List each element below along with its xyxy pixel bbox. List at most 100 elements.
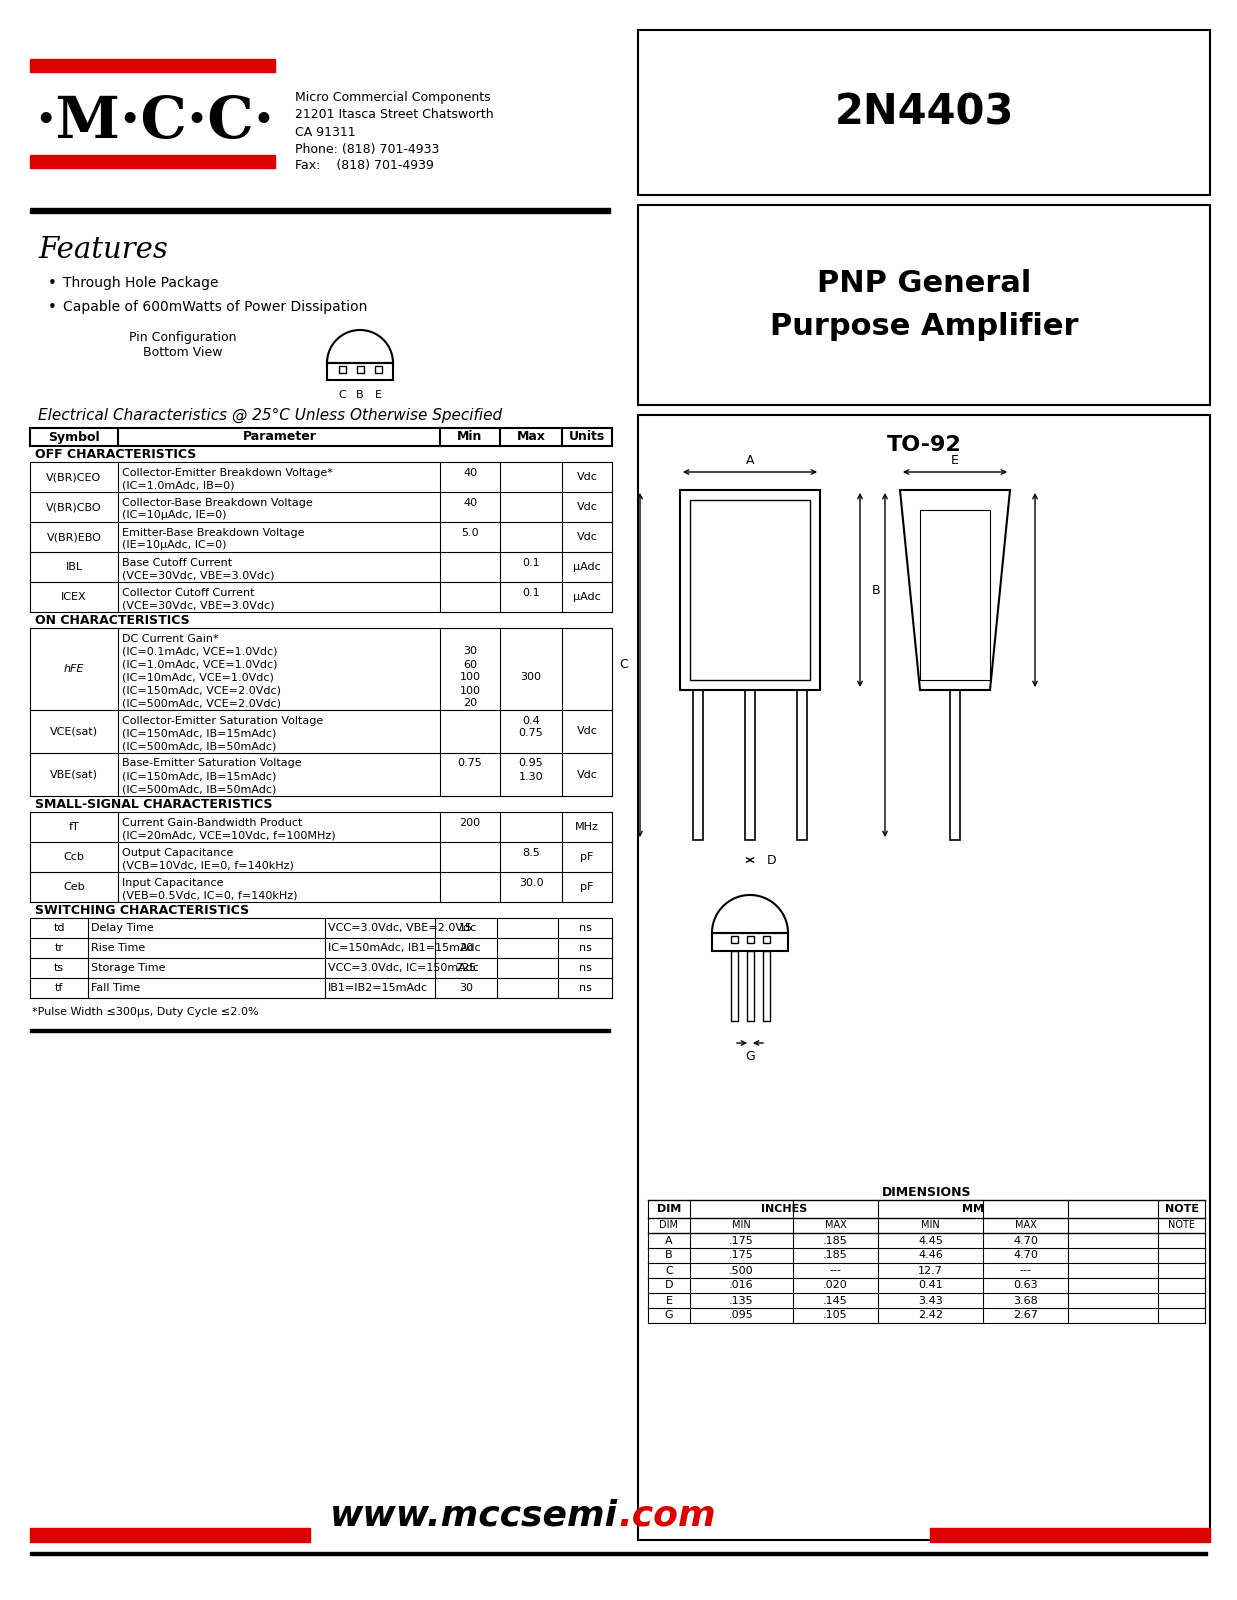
Text: (IC=500mAdc, IB=50mAdc): (IC=500mAdc, IB=50mAdc): [122, 741, 276, 752]
Text: E: E: [375, 390, 381, 400]
Text: A: A: [666, 1235, 673, 1245]
Text: Electrical Characteristics @ 25°C Unless Otherwise Specified: Electrical Characteristics @ 25°C Unless…: [38, 408, 502, 422]
Text: INCHES: INCHES: [761, 1203, 807, 1214]
Text: TO-92: TO-92: [887, 435, 961, 454]
Text: Capable of 600mWatts of Power Dissipation: Capable of 600mWatts of Power Dissipatio…: [63, 301, 367, 314]
Text: 1.30: 1.30: [518, 771, 543, 781]
Text: Bottom View: Bottom View: [143, 347, 223, 360]
Text: Collector-Emitter Saturation Voltage: Collector-Emitter Saturation Voltage: [122, 715, 323, 725]
Text: Input Capacitance: Input Capacitance: [122, 877, 224, 888]
Text: ICEX: ICEX: [61, 592, 87, 602]
Text: Vdc: Vdc: [576, 472, 597, 482]
Text: Ceb: Ceb: [63, 882, 85, 893]
Text: .145: .145: [823, 1296, 847, 1306]
Text: fT: fT: [68, 822, 79, 832]
Text: Vdc: Vdc: [576, 726, 597, 736]
Text: Max: Max: [517, 430, 546, 443]
Text: Delay Time: Delay Time: [92, 923, 153, 933]
Text: .500: .500: [729, 1266, 753, 1275]
Text: SWITCHING CHARACTERISTICS: SWITCHING CHARACTERISTICS: [35, 904, 249, 917]
Text: Min: Min: [458, 430, 482, 443]
Bar: [30, 1552, 1207, 1555]
Text: 12.7: 12.7: [918, 1266, 943, 1275]
Text: 3.68: 3.68: [1013, 1296, 1038, 1306]
Bar: [930, 1528, 1210, 1542]
Text: Fax:    (818) 701-4939: Fax: (818) 701-4939: [294, 160, 434, 173]
Text: Units: Units: [569, 430, 605, 443]
Text: MAX: MAX: [1014, 1221, 1037, 1230]
Text: MIN: MIN: [922, 1221, 940, 1230]
Text: 0.1: 0.1: [522, 587, 539, 597]
Text: (IC=500mAdc, IB=50mAdc): (IC=500mAdc, IB=50mAdc): [122, 784, 276, 795]
Text: Current Gain-Bandwidth Product: Current Gain-Bandwidth Product: [122, 818, 302, 827]
Text: IC=150mAdc, IB1=15mAdc: IC=150mAdc, IB1=15mAdc: [328, 942, 481, 954]
Text: ts: ts: [54, 963, 64, 973]
Text: Base-Emitter Saturation Voltage: Base-Emitter Saturation Voltage: [122, 758, 302, 768]
Text: 2N4403: 2N4403: [834, 91, 1014, 133]
Text: ---: ---: [830, 1266, 841, 1275]
Text: Vdc: Vdc: [576, 502, 597, 512]
Text: .175: .175: [729, 1235, 753, 1245]
Text: NOTE: NOTE: [1168, 1221, 1195, 1230]
Text: 40: 40: [463, 498, 477, 507]
Text: 300: 300: [521, 672, 542, 683]
Text: CA 91311: CA 91311: [294, 125, 355, 139]
Bar: [680, 490, 820, 690]
Text: 30.0: 30.0: [518, 877, 543, 888]
Text: 0.75: 0.75: [458, 758, 482, 768]
Text: .185: .185: [823, 1235, 847, 1245]
Text: ns: ns: [579, 942, 591, 954]
Text: (VCE=30Vdc, VBE=3.0Vdc): (VCE=30Vdc, VBE=3.0Vdc): [122, 571, 275, 581]
Text: 0.41: 0.41: [918, 1280, 943, 1291]
Text: 100: 100: [459, 672, 480, 683]
Text: 20: 20: [463, 699, 477, 709]
Text: .com: .com: [618, 1499, 716, 1533]
Text: (IC=150mAdc, VCE=2.0Vdc): (IC=150mAdc, VCE=2.0Vdc): [122, 685, 281, 696]
Text: DIMENSIONS: DIMENSIONS: [882, 1186, 971, 1198]
Text: G: G: [664, 1310, 673, 1320]
Bar: [638, 30, 1210, 195]
Text: (VCE=30Vdc, VBE=3.0Vdc): (VCE=30Vdc, VBE=3.0Vdc): [122, 600, 275, 611]
Text: C: C: [620, 659, 628, 672]
Text: Micro Commercial Components: Micro Commercial Components: [294, 91, 491, 104]
Text: Ccb: Ccb: [63, 851, 84, 862]
Text: 40: 40: [463, 467, 477, 477]
Text: 20: 20: [459, 942, 473, 954]
Text: •: •: [48, 299, 57, 315]
Text: 0.4: 0.4: [522, 715, 539, 725]
Bar: [638, 414, 1210, 1539]
Text: www.mccsemi: www.mccsemi: [330, 1499, 618, 1533]
Text: Emitter-Base Breakdown Voltage: Emitter-Base Breakdown Voltage: [122, 528, 304, 538]
Text: Symbol: Symbol: [48, 430, 100, 443]
Text: ON CHARACTERISTICS: ON CHARACTERISTICS: [35, 613, 189, 627]
Text: Through Hole Package: Through Hole Package: [63, 275, 219, 290]
Text: V(BR)CEO: V(BR)CEO: [46, 472, 101, 482]
Text: pF: pF: [580, 882, 594, 893]
Text: B: B: [666, 1251, 673, 1261]
Text: (IC=150mAdc, IB=15mAdc): (IC=150mAdc, IB=15mAdc): [122, 771, 276, 781]
Text: 100: 100: [459, 685, 480, 696]
Text: C: C: [338, 390, 346, 400]
Text: 0.75: 0.75: [518, 728, 543, 739]
Bar: [30, 155, 275, 168]
Text: (IE=10μAdc, IC=0): (IE=10μAdc, IC=0): [122, 541, 226, 550]
Text: 8.5: 8.5: [522, 848, 539, 858]
Bar: [762, 950, 769, 1021]
Text: D: D: [767, 853, 777, 867]
Text: 225: 225: [455, 963, 476, 973]
Text: Vdc: Vdc: [576, 531, 597, 542]
Text: Collector-Emitter Breakdown Voltage*: Collector-Emitter Breakdown Voltage*: [122, 467, 333, 477]
Bar: [375, 366, 382, 373]
Text: *Pulse Width ≤300μs, Duty Cycle ≤2.0%: *Pulse Width ≤300μs, Duty Cycle ≤2.0%: [32, 1006, 259, 1018]
Bar: [357, 366, 364, 373]
Text: Parameter: Parameter: [242, 430, 317, 443]
Text: (IC=20mAdc, VCE=10Vdc, f=100MHz): (IC=20mAdc, VCE=10Vdc, f=100MHz): [122, 830, 335, 840]
Bar: [327, 363, 393, 379]
Text: .016: .016: [729, 1280, 753, 1291]
Bar: [339, 366, 346, 373]
Text: (IC=10mAdc, VCE=1.0Vdc): (IC=10mAdc, VCE=1.0Vdc): [122, 672, 273, 683]
Text: DIM: DIM: [659, 1221, 679, 1230]
Text: Storage Time: Storage Time: [92, 963, 166, 973]
Text: MM: MM: [962, 1203, 983, 1214]
Text: V(BR)CBO: V(BR)CBO: [46, 502, 101, 512]
